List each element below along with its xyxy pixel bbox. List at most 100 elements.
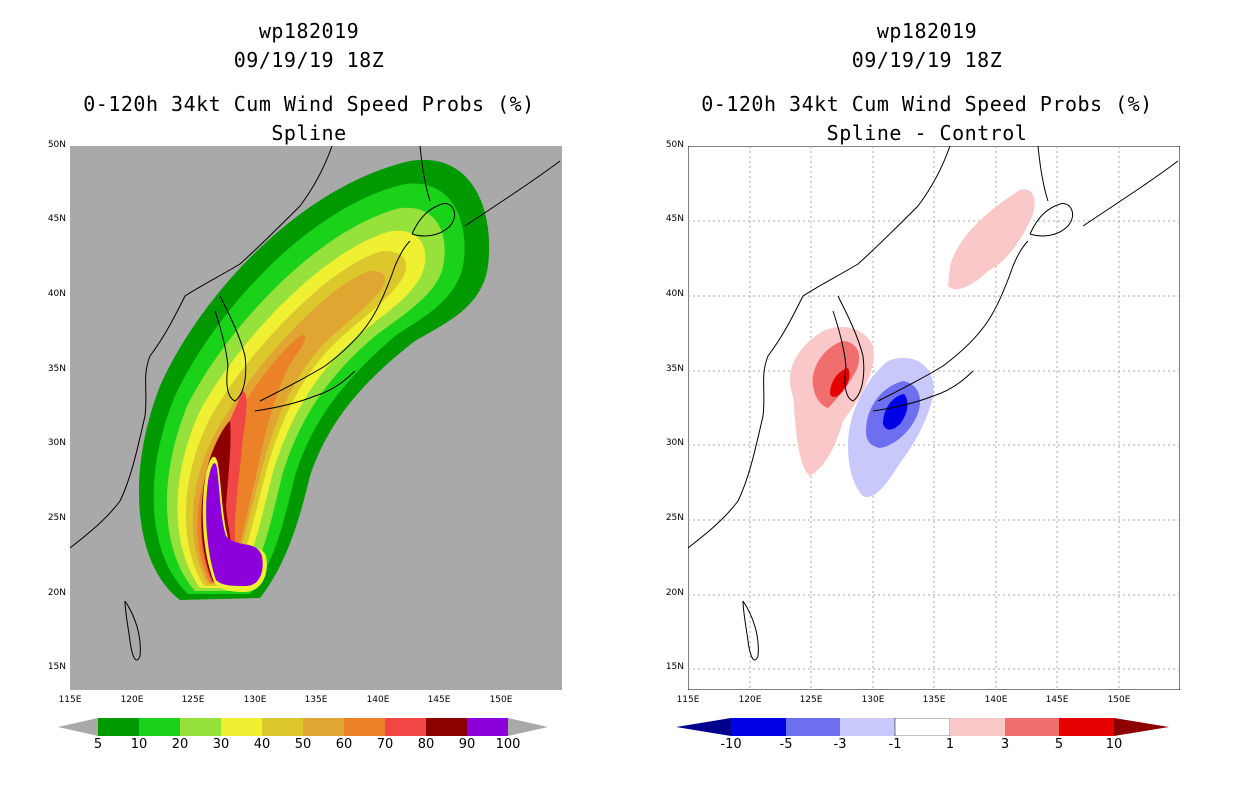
colorbar-swatch [950, 718, 1005, 736]
colorbar-level: 5 [93, 737, 103, 752]
datetime-title: 09/19/19 18Z [233, 48, 385, 72]
colorbar-swatch [1005, 718, 1059, 736]
colorbar-level: 60 [335, 737, 353, 752]
colorbar-swatch [894, 718, 951, 736]
coast-japan-south [254, 370, 356, 412]
colorbar-swatch [426, 718, 467, 736]
x-tick-label: 145E [1045, 695, 1069, 705]
colorbar-level: -3 [833, 737, 847, 752]
x-tick-label: 150E [1107, 695, 1131, 705]
colorbar-level: 10 [130, 737, 148, 752]
coast-hokkaido [411, 203, 455, 237]
coast-asia-mainland [688, 146, 951, 549]
subtitle: Spline - Control [826, 121, 1028, 145]
y-tick-label: 30N [665, 438, 684, 448]
coast-asia-mainland [70, 146, 333, 549]
coast-korea [832, 295, 865, 402]
colorbar-swatch [467, 718, 508, 736]
x-tick-label: 135E [922, 695, 946, 705]
colorbar-swatch [221, 718, 262, 736]
coast-taiwan [742, 600, 759, 661]
colorbar-level: -1 [888, 737, 902, 752]
colorbar-level: 10 [1105, 737, 1123, 752]
colorbar-swatch [139, 718, 180, 736]
colorbar-swatch [98, 718, 139, 736]
y-tick-label: 35N [665, 364, 684, 374]
y-tick-label: 25N [665, 513, 684, 523]
y-tick-label: 45N [47, 214, 66, 224]
x-tick-label: 130E [243, 695, 267, 705]
diff-positive-north [948, 189, 1035, 290]
colorbar-level: -5 [779, 737, 793, 752]
colorbar-level: 80 [417, 737, 435, 752]
spline-panel: wp182019 09/19/19 18Z 0-120h 34kt Cum Wi… [47, 19, 562, 752]
colorbar-over-arrow [1114, 718, 1169, 736]
colorbar-swatch [786, 718, 840, 736]
colorbar-swatch [1059, 718, 1114, 736]
y-tick-label: 40N [665, 289, 684, 299]
colorbar-swatch [731, 718, 786, 736]
y-tick-label: 15N [47, 662, 66, 672]
difference-panel: wp182019 09/19/19 18Z 0-120h 34kt Cum Wi… [618, 0, 1236, 800]
diff-negative-5-10 [883, 394, 908, 430]
x-tick-label: 115E [58, 695, 82, 705]
y-tick-label: 50N [47, 140, 66, 150]
colorbar-level: 5 [1054, 737, 1064, 752]
colorbar-level: -10 [720, 737, 742, 752]
x-tick-label: 145E [427, 695, 451, 705]
y-tick-label: 25N [47, 513, 66, 523]
coast-sakhalin [419, 146, 431, 202]
map-svg [70, 146, 562, 690]
coast-japan-honshu [877, 240, 1029, 402]
colorbar-level: 1 [945, 737, 955, 752]
colorbar-level: 30 [212, 737, 230, 752]
y-tick-label: 50N [665, 140, 684, 150]
colorbar-under-arrow [676, 718, 731, 736]
y-tick-label: 35N [47, 364, 66, 374]
product-title: 0-120h 34kt Cum Wind Speed Probs (%) [83, 92, 535, 116]
x-tick-label: 135E [304, 695, 328, 705]
colorbar-over-arrow [508, 718, 548, 736]
coast-korea [214, 295, 247, 402]
colorbar-level: 50 [294, 737, 312, 752]
colorbar-swatch [303, 718, 344, 736]
coast-japan-south [872, 370, 974, 412]
x-tick-label: 140E [984, 695, 1008, 705]
colorbar-level: 3 [1000, 737, 1010, 752]
colorbar-swatch [180, 718, 221, 736]
colorbar-level: 70 [376, 737, 394, 752]
colorbar [58, 718, 548, 736]
coast-kurils [1082, 160, 1179, 227]
y-tick-label: 30N [47, 438, 66, 448]
coast-japan-honshu [259, 240, 411, 402]
map-plot [70, 146, 562, 690]
x-tick-label: 130E [861, 695, 885, 705]
colorbar-swatch [385, 718, 426, 736]
x-tick-label: 120E [120, 695, 144, 705]
colorbar [676, 718, 1169, 736]
colorbar-level: 100 [495, 737, 521, 752]
coast-kurils [464, 160, 561, 227]
datetime-title: 09/19/19 18Z [851, 48, 1003, 72]
band-100 [206, 463, 263, 586]
map-plot [688, 146, 1180, 690]
coastlines [688, 146, 1179, 661]
y-tick-label: 15N [665, 662, 684, 672]
y-tick-label: 20N [47, 588, 66, 598]
colorbar-swatch [344, 718, 385, 736]
y-tick-label: 20N [665, 588, 684, 598]
coast-hokkaido [1029, 203, 1073, 237]
x-tick-label: 115E [676, 695, 700, 705]
coast-sakhalin [1037, 146, 1049, 202]
colorbar-swatch [262, 718, 303, 736]
y-tick-label: 40N [47, 289, 66, 299]
colorbar-level: 40 [253, 737, 271, 752]
x-tick-label: 150E [489, 695, 513, 705]
x-tick-label: 120E [738, 695, 762, 705]
colorbar-swatch [840, 718, 895, 736]
y-tick-label: 45N [665, 214, 684, 224]
x-tick-label: 125E [181, 695, 205, 705]
colorbar-level: 20 [171, 737, 189, 752]
colorbar-under-arrow [58, 718, 98, 736]
storm-id-title: wp182019 [876, 19, 978, 43]
